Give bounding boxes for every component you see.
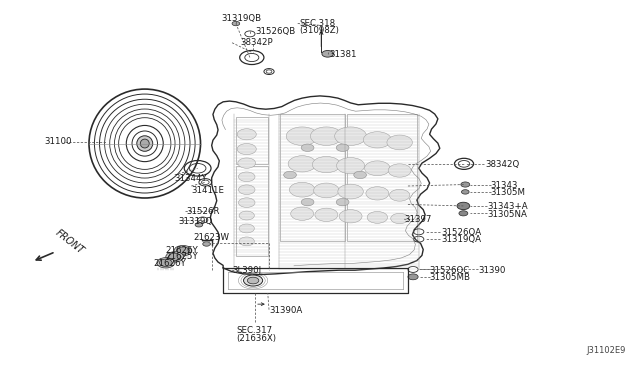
Text: 31390: 31390 — [478, 266, 506, 275]
Text: 31305M: 31305M — [491, 188, 526, 197]
Text: 31343+A: 31343+A — [487, 202, 527, 211]
Text: (31098Z): (31098Z) — [300, 26, 339, 35]
Text: 31319QB: 31319QB — [221, 13, 261, 22]
Circle shape — [312, 157, 340, 173]
Circle shape — [301, 198, 314, 206]
Text: 3L390J: 3L390J — [232, 266, 261, 275]
Circle shape — [391, 213, 408, 224]
Circle shape — [461, 182, 470, 187]
Text: FRONT: FRONT — [54, 228, 86, 256]
Circle shape — [322, 51, 333, 57]
Ellipse shape — [137, 136, 153, 151]
Circle shape — [239, 237, 254, 246]
Ellipse shape — [166, 252, 184, 262]
Ellipse shape — [140, 139, 149, 148]
Circle shape — [244, 275, 262, 286]
Circle shape — [239, 185, 255, 195]
Circle shape — [195, 222, 203, 227]
Text: 31100: 31100 — [45, 137, 72, 146]
Bar — [280, 114, 346, 241]
Circle shape — [289, 182, 315, 197]
Circle shape — [239, 198, 255, 208]
Circle shape — [364, 132, 392, 148]
Text: 21623W: 21623W — [194, 233, 230, 242]
Bar — [236, 166, 268, 256]
Circle shape — [408, 274, 418, 280]
Circle shape — [459, 211, 468, 216]
Circle shape — [367, 211, 388, 223]
Circle shape — [338, 184, 364, 199]
Text: 31305MB: 31305MB — [429, 273, 470, 282]
Circle shape — [336, 198, 349, 206]
Circle shape — [237, 144, 256, 155]
Circle shape — [339, 210, 362, 223]
Text: SEC.318: SEC.318 — [300, 19, 336, 28]
Circle shape — [461, 190, 469, 194]
Text: (21636X): (21636X) — [236, 334, 276, 343]
Text: 21626Y: 21626Y — [166, 246, 198, 255]
Circle shape — [366, 187, 389, 200]
Ellipse shape — [168, 253, 181, 260]
Circle shape — [315, 208, 338, 221]
Text: 31397: 31397 — [404, 215, 431, 224]
Circle shape — [387, 135, 412, 150]
Circle shape — [301, 144, 314, 151]
Text: 31305NA: 31305NA — [487, 209, 527, 219]
Text: 38342Q: 38342Q — [486, 160, 520, 169]
Circle shape — [232, 21, 240, 26]
Text: SEC.317: SEC.317 — [236, 326, 272, 335]
Text: 21625Y: 21625Y — [166, 252, 198, 262]
Circle shape — [288, 156, 316, 172]
Circle shape — [247, 277, 259, 284]
Text: 31526QA: 31526QA — [441, 228, 481, 237]
Circle shape — [335, 127, 367, 145]
Circle shape — [203, 242, 211, 246]
Circle shape — [239, 211, 254, 220]
Circle shape — [314, 183, 339, 198]
Circle shape — [239, 172, 255, 182]
Text: 31319QA: 31319QA — [441, 235, 481, 244]
Text: 31343: 31343 — [491, 181, 518, 190]
Text: 31390A: 31390A — [269, 306, 302, 315]
Text: 31411E: 31411E — [191, 186, 224, 195]
Text: 31319Q: 31319Q — [179, 217, 212, 225]
Bar — [236, 116, 268, 164]
Ellipse shape — [157, 258, 175, 268]
Ellipse shape — [159, 259, 172, 266]
Circle shape — [354, 171, 367, 179]
Circle shape — [337, 158, 365, 174]
Text: 31381: 31381 — [330, 51, 357, 60]
Circle shape — [390, 189, 410, 201]
Text: 31526QB: 31526QB — [255, 27, 295, 36]
Circle shape — [457, 202, 470, 210]
Text: 31526QC: 31526QC — [429, 266, 470, 275]
Circle shape — [237, 129, 256, 140]
Text: 31344Y: 31344Y — [175, 174, 207, 183]
Circle shape — [388, 164, 411, 177]
Circle shape — [284, 171, 296, 179]
Text: 21626Y: 21626Y — [153, 259, 186, 268]
Circle shape — [291, 207, 314, 220]
Bar — [347, 114, 417, 241]
Text: J31102E9: J31102E9 — [586, 346, 626, 355]
Circle shape — [239, 224, 254, 233]
Ellipse shape — [174, 246, 192, 256]
Circle shape — [310, 127, 342, 145]
Circle shape — [365, 161, 390, 176]
Circle shape — [238, 158, 255, 168]
Text: 31526R: 31526R — [186, 206, 220, 216]
Circle shape — [286, 127, 318, 145]
Text: 38342P: 38342P — [241, 38, 273, 46]
Circle shape — [336, 144, 349, 151]
Ellipse shape — [177, 247, 189, 254]
